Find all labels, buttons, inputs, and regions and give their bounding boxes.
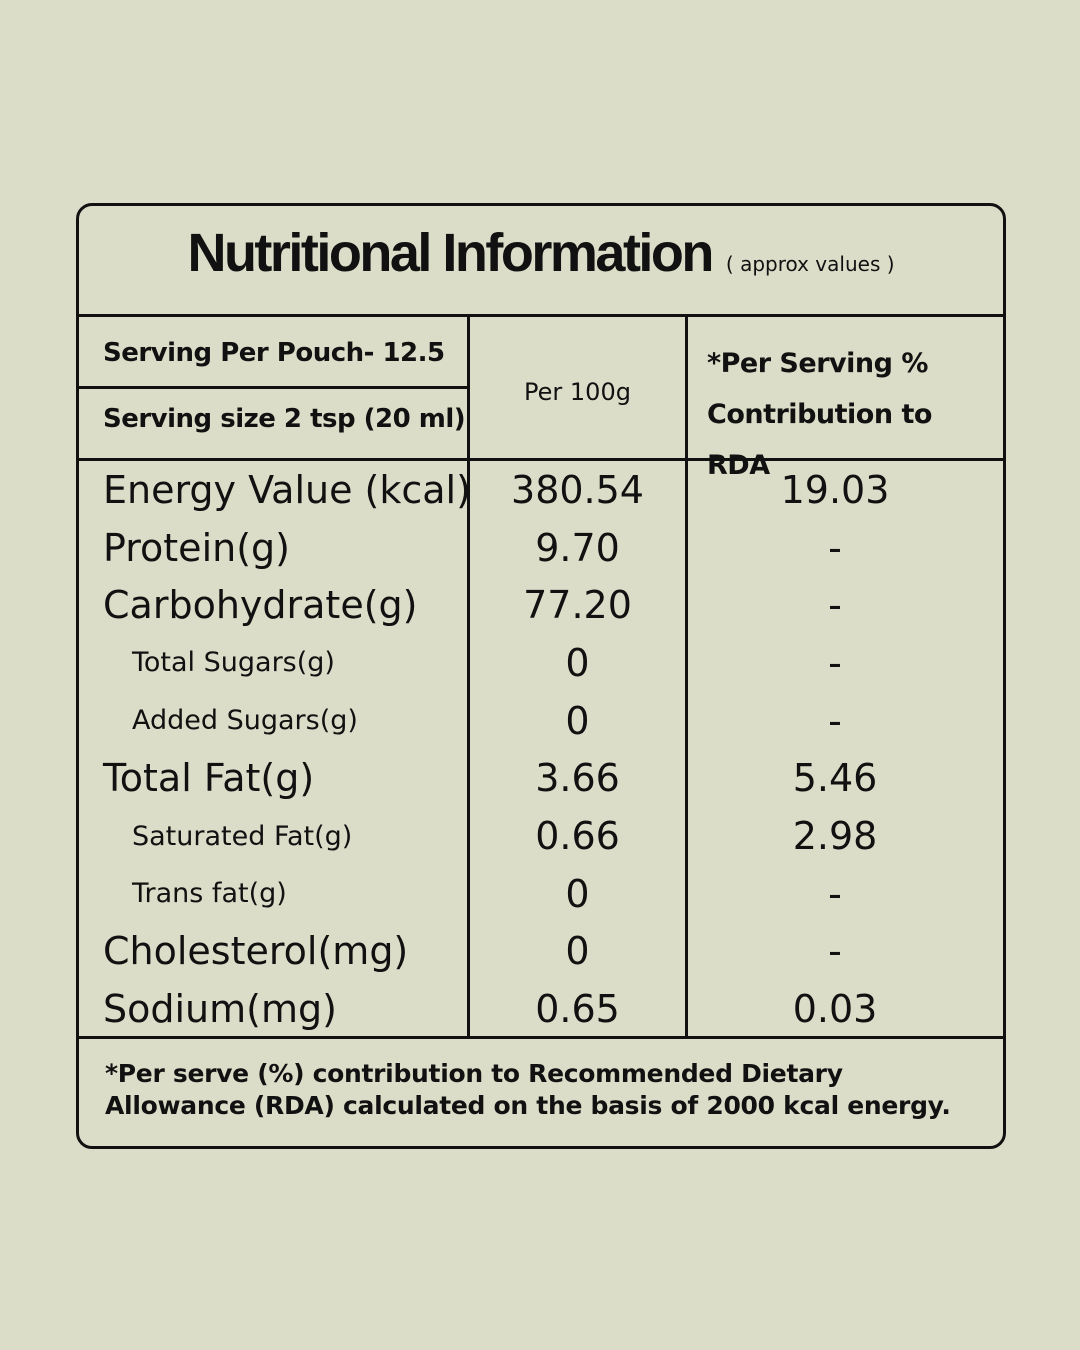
rda-value: - [828, 929, 842, 974]
per-100g-value: 0 [565, 871, 590, 916]
row-label: Cholesterol(mg) [103, 929, 409, 974]
rda-value: - [828, 583, 842, 628]
column-header: *Per Serving % Contribution to RDA [707, 348, 932, 481]
column-header: Per 100g [524, 378, 631, 406]
title-row: Nutritional Information ( approx values ) [76, 222, 1006, 284]
row-label: Protein(g) [103, 525, 290, 570]
per-100g-value: 3.66 [535, 756, 620, 801]
title: Nutritional Information [187, 223, 714, 283]
per-100g-value: 77.20 [523, 583, 632, 628]
per-100g-value: 9.70 [535, 525, 620, 570]
row-label: Total Fat(g) [103, 756, 315, 801]
divider [467, 316, 470, 1038]
rda-value: 0.03 [792, 987, 878, 1032]
per-100g-value: 0.65 [535, 987, 620, 1032]
row-label: Trans fat(g) [132, 878, 287, 910]
per-100g-value: 380.54 [511, 467, 644, 512]
per-100g-value: 0.66 [535, 814, 620, 859]
per-100g-value: 0 [565, 929, 590, 974]
row-label: Energy Value (kcal) [103, 467, 471, 512]
row-label: Added Sugars(g) [132, 705, 358, 737]
row-label: Total Sugars(g) [132, 647, 335, 679]
rda-value: - [828, 640, 842, 685]
row-label: Saturated Fat(g) [132, 820, 353, 852]
rda-value: 2.98 [792, 814, 878, 859]
rda-value: - [828, 698, 842, 743]
divider [78, 1036, 1003, 1039]
row-label: Carbohydrate(g) [103, 583, 418, 628]
subtitle: ( approx values ) [725, 252, 895, 276]
serving-per-pouch: Serving Per Pouch- 12.5 [103, 338, 445, 368]
rda-value: 19.03 [780, 467, 890, 512]
per-100g-value: 0 [565, 698, 590, 743]
divider [78, 386, 470, 389]
serving-size: Serving size 2 tsp (20 ml) [103, 404, 466, 434]
per-100g-value: 0 [565, 640, 590, 685]
footnote: *Per serve (%) contribution to Recommend… [105, 1059, 951, 1120]
table-frame [76, 203, 1006, 1149]
divider [78, 458, 1003, 461]
divider [685, 316, 688, 1038]
divider [78, 314, 1003, 317]
row-label: Sodium(mg) [103, 987, 337, 1032]
rda-value: - [828, 525, 842, 570]
rda-value: 5.46 [792, 756, 878, 801]
rda-value: - [828, 871, 842, 916]
